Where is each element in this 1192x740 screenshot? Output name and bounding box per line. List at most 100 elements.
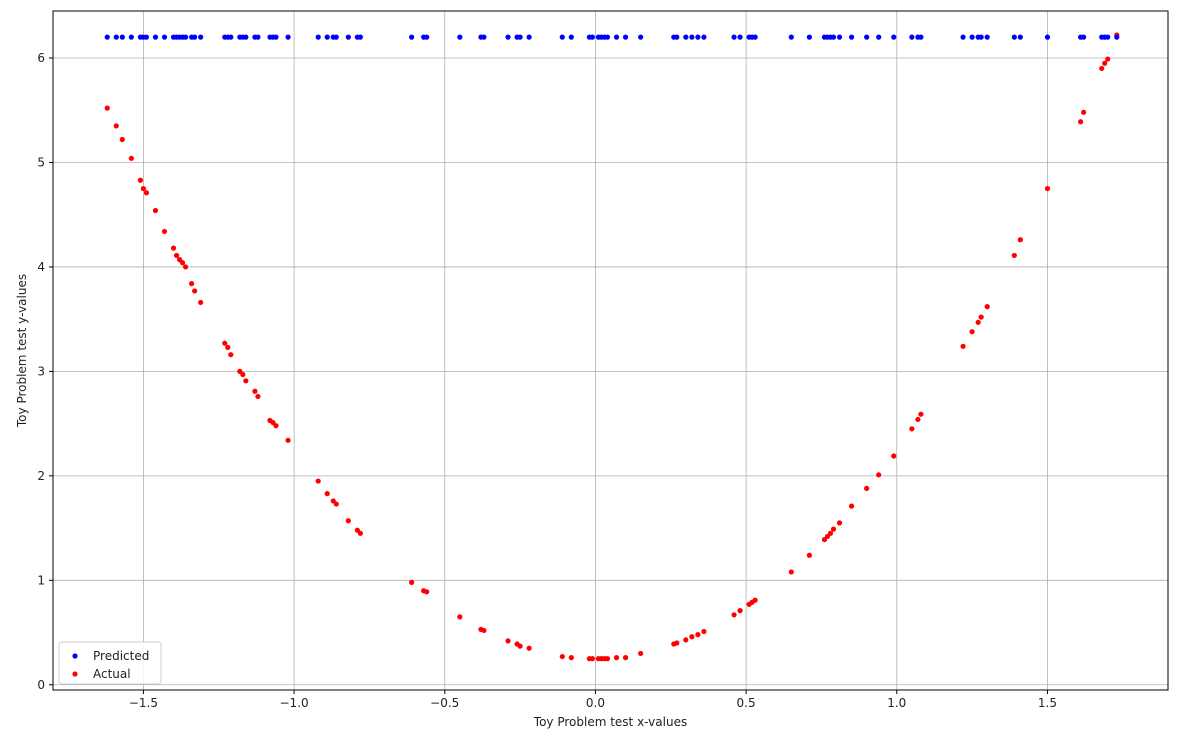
actual-point — [683, 637, 689, 643]
predicted-point — [909, 34, 915, 40]
actual-point — [161, 228, 168, 235]
predicted-point — [622, 34, 629, 40]
actual-point — [273, 423, 279, 429]
predicted-point — [978, 34, 984, 40]
actual-point — [119, 136, 125, 143]
actual-point — [179, 260, 186, 266]
actual-point — [876, 472, 882, 478]
predicted-point — [345, 34, 351, 40]
y-tick-label: 3 — [37, 364, 45, 378]
predicted-point — [876, 34, 882, 40]
predicted-point — [559, 34, 565, 40]
actual-point — [836, 520, 843, 526]
actual-point — [960, 343, 966, 349]
predicted-point — [969, 34, 975, 40]
actual-point — [1044, 185, 1051, 192]
actual-point — [409, 579, 415, 586]
actual-point — [1099, 65, 1105, 72]
actual-point — [240, 371, 246, 378]
predicted-point — [604, 34, 611, 40]
y-axis-label: Toy Problem test y-values — [15, 274, 29, 428]
predicted-point — [737, 34, 743, 40]
actual-point — [909, 426, 915, 432]
actual-point — [604, 656, 611, 662]
predicted-point — [1017, 34, 1023, 40]
x-tick-label: −0.5 — [430, 696, 459, 710]
predicted-point — [285, 34, 291, 40]
predicted-point — [731, 34, 737, 40]
actual-point — [731, 612, 737, 618]
actual-point — [806, 552, 812, 558]
predicted-point — [424, 34, 430, 40]
y-tick-labels: 0 1 2 3 4 5 6 — [37, 51, 45, 692]
axis-ticks — [49, 57, 1048, 694]
x-tick-label: 1.0 — [887, 696, 906, 710]
predicted-point — [192, 34, 198, 40]
actual-point — [228, 352, 234, 358]
actual-point — [689, 634, 695, 640]
legend-marker-predicted — [72, 653, 78, 659]
actual-point — [104, 105, 110, 111]
actual-point — [424, 589, 430, 595]
actual-point — [638, 650, 644, 657]
actual-point — [315, 478, 321, 484]
actual-point — [189, 281, 195, 287]
predicted-point — [143, 34, 150, 40]
actual-point — [225, 344, 231, 350]
predicted-point — [695, 34, 701, 40]
predicted-point — [864, 34, 870, 40]
legend-box — [58, 641, 162, 685]
actual-point — [752, 597, 758, 603]
actual-point — [252, 388, 258, 394]
predicted-point — [674, 34, 680, 40]
predicted-point — [752, 34, 758, 40]
legend-marker-actual — [72, 671, 78, 677]
predicted-point — [960, 34, 966, 40]
predicted-point — [1114, 34, 1120, 40]
predicted-point — [918, 34, 924, 40]
actual-point — [978, 314, 984, 320]
actual-point — [1081, 109, 1087, 115]
predicted-point — [848, 34, 855, 40]
predicted-point — [891, 34, 897, 40]
actual-point — [324, 491, 330, 497]
predicted-point — [333, 34, 339, 40]
actual-point — [255, 393, 261, 400]
predicted-point — [689, 34, 695, 40]
predicted-point — [182, 34, 189, 40]
actual-point — [481, 627, 487, 634]
actual-point — [1017, 237, 1023, 243]
actual-point — [198, 299, 204, 306]
actual-point — [333, 501, 339, 507]
actual-point — [737, 608, 743, 614]
actual-point — [984, 304, 990, 310]
actual-point — [170, 245, 177, 251]
predicted-point — [1011, 34, 1017, 40]
actual-point — [848, 503, 855, 509]
actual-point — [1078, 119, 1084, 125]
predicted-point — [1105, 34, 1111, 40]
actual-point — [143, 190, 150, 196]
predicted-point — [1081, 34, 1087, 40]
actual-point — [915, 416, 921, 423]
actual-point — [891, 453, 897, 459]
actual-point — [568, 655, 574, 661]
predicted-point — [830, 34, 837, 40]
y-tick-label: 0 — [37, 678, 45, 692]
actual-point — [137, 177, 143, 183]
predicted-point — [613, 34, 620, 40]
actual-point — [969, 329, 975, 335]
predicted-series — [104, 34, 1120, 40]
actual-point — [192, 288, 198, 294]
predicted-point — [788, 34, 794, 40]
actual-series — [104, 32, 1120, 662]
x-tick-label: 0.5 — [737, 696, 756, 710]
actual-point — [526, 645, 532, 651]
actual-point — [1011, 252, 1017, 259]
actual-point — [152, 207, 159, 214]
grid-lines — [53, 11, 1168, 690]
plot-frame — [52, 10, 1169, 691]
actual-point — [345, 518, 351, 524]
actual-point — [173, 252, 180, 259]
predicted-point — [589, 34, 596, 40]
